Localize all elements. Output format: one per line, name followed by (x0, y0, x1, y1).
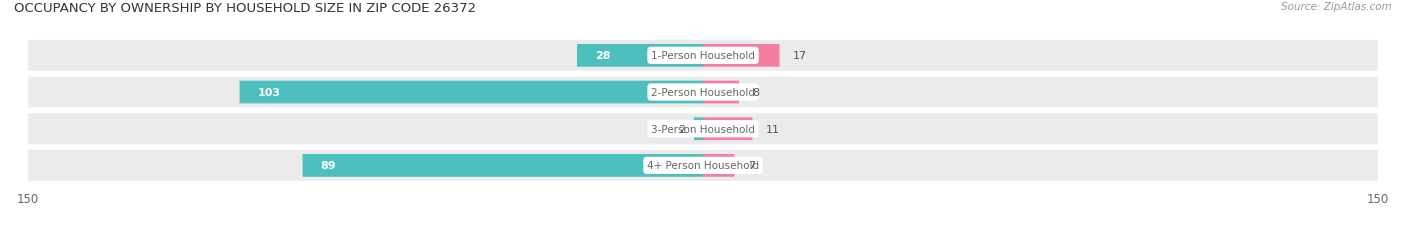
Text: 7: 7 (748, 161, 755, 171)
Text: 1-Person Household: 1-Person Household (651, 51, 755, 61)
FancyBboxPatch shape (28, 77, 1378, 108)
FancyBboxPatch shape (239, 81, 703, 104)
FancyBboxPatch shape (695, 118, 703, 140)
Text: 103: 103 (257, 88, 281, 97)
FancyBboxPatch shape (28, 41, 1378, 71)
Text: 2: 2 (678, 124, 685, 134)
FancyBboxPatch shape (703, 81, 740, 104)
FancyBboxPatch shape (576, 45, 703, 67)
Text: 89: 89 (321, 161, 336, 171)
FancyBboxPatch shape (703, 154, 734, 177)
Text: 8: 8 (752, 88, 759, 97)
FancyBboxPatch shape (28, 114, 1378, 144)
Text: 4+ Person Household: 4+ Person Household (647, 161, 759, 171)
Text: 3-Person Household: 3-Person Household (651, 124, 755, 134)
FancyBboxPatch shape (302, 154, 703, 177)
FancyBboxPatch shape (28, 150, 1378, 181)
FancyBboxPatch shape (703, 118, 752, 140)
Text: OCCUPANCY BY OWNERSHIP BY HOUSEHOLD SIZE IN ZIP CODE 26372: OCCUPANCY BY OWNERSHIP BY HOUSEHOLD SIZE… (14, 2, 477, 15)
FancyBboxPatch shape (703, 45, 779, 67)
Text: 28: 28 (595, 51, 610, 61)
Text: Source: ZipAtlas.com: Source: ZipAtlas.com (1281, 2, 1392, 12)
Text: 2-Person Household: 2-Person Household (651, 88, 755, 97)
Text: 17: 17 (793, 51, 807, 61)
Text: 11: 11 (766, 124, 780, 134)
